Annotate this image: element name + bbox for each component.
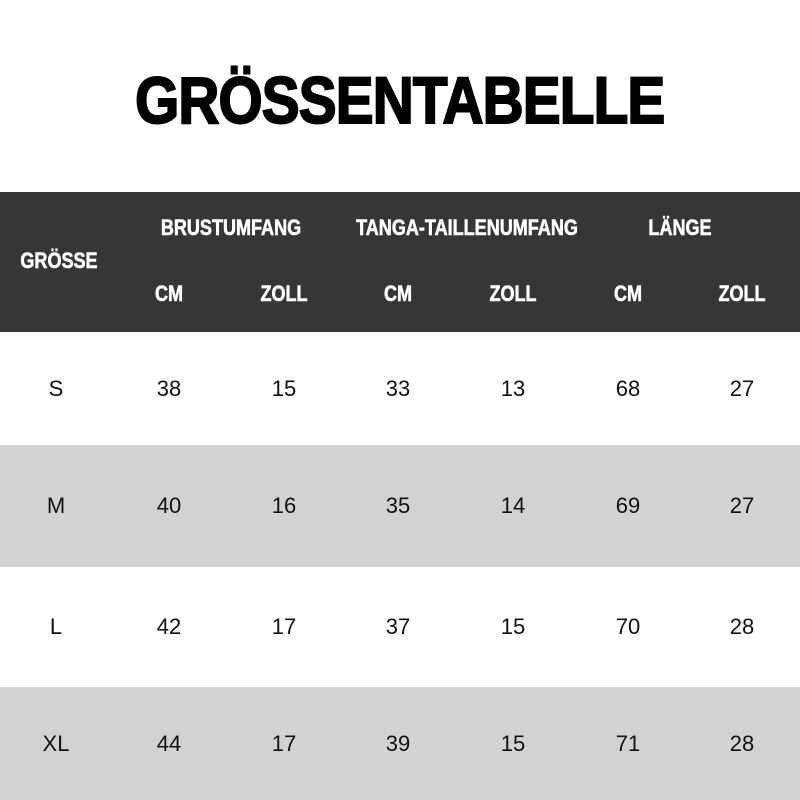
header-group-waist: TANGA-TAILLENUMFANG <box>356 215 578 241</box>
size-cell: S <box>48 375 64 401</box>
value-cell: 44 <box>156 730 182 756</box>
table-header: GRÖSSE BRUSTUMFANG TANGA-TAILLENUMFANG L… <box>0 192 800 332</box>
value-cell: 39 <box>385 730 411 756</box>
value-cell: 27 <box>729 493 755 518</box>
value-cell: 69 <box>615 493 641 518</box>
value-cell: 33 <box>385 375 411 401</box>
header-unit: ZOLL <box>718 281 766 307</box>
value-cell: 28 <box>729 614 755 639</box>
value-cell: 71 <box>615 730 641 756</box>
value-cell: 16 <box>271 493 297 518</box>
header-unit: CM <box>613 281 643 307</box>
header-size: GRÖSSE <box>20 248 98 274</box>
size-cell: XL <box>42 730 70 756</box>
value-cell: 28 <box>729 730 755 756</box>
header-unit: ZOLL <box>489 281 537 307</box>
table-row: XL 44 17 39 15 71 28 <box>0 687 800 800</box>
value-cell: 17 <box>271 730 297 756</box>
value-cell: 40 <box>156 493 182 518</box>
value-cell: 15 <box>500 730 526 756</box>
value-cell: 68 <box>615 375 641 401</box>
page-title: GRÖSSENTABELLE <box>134 62 666 138</box>
table-row: S 38 15 33 13 68 27 <box>0 332 800 445</box>
header-unit: CM <box>154 281 184 307</box>
header-unit: ZOLL <box>260 281 308 307</box>
value-cell: 70 <box>615 614 641 639</box>
header-group-chest: BRUSTUMFANG <box>160 215 302 241</box>
value-cell: 15 <box>271 375 297 401</box>
table-row: L 42 17 37 15 70 28 <box>0 567 800 687</box>
value-cell: 14 <box>500 493 526 518</box>
header-group-length: LÄNGE <box>648 215 712 241</box>
value-cell: 38 <box>156 375 182 401</box>
value-cell: 15 <box>500 614 526 639</box>
value-cell: 37 <box>385 614 411 639</box>
header-unit: CM <box>383 281 413 307</box>
value-cell: 35 <box>385 493 411 518</box>
value-cell: 13 <box>500 375 526 401</box>
value-cell: 42 <box>156 614 182 639</box>
table-row: M 40 16 35 14 69 27 <box>0 445 800 567</box>
size-cell: M <box>46 493 66 518</box>
value-cell: 27 <box>729 375 755 401</box>
size-cell: L <box>49 614 63 639</box>
value-cell: 17 <box>271 614 297 639</box>
